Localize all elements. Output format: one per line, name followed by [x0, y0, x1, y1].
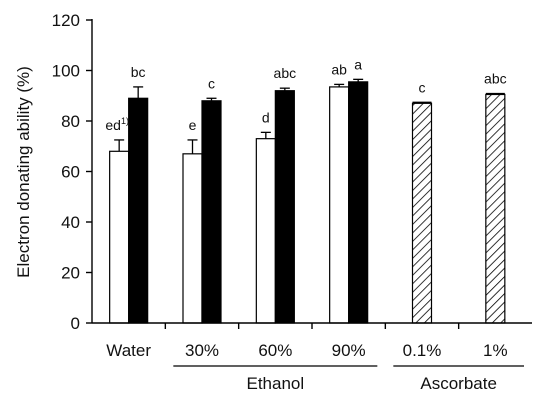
- x-tick-label: 0.1%: [403, 341, 442, 360]
- y-tick-label: 120: [52, 11, 80, 30]
- y-tick-label: 60: [61, 163, 80, 182]
- group-bracket-label: Ascorbate: [420, 374, 497, 393]
- x-tick-label: 90%: [332, 341, 366, 360]
- x-tick-label: 60%: [258, 341, 292, 360]
- y-tick-label: 100: [52, 62, 80, 81]
- bar-black: [128, 97, 149, 324]
- bar-black: [348, 81, 369, 324]
- x-tick-label: 30%: [185, 341, 219, 360]
- y-axis-label: Electron donating ability (%): [14, 66, 33, 278]
- bar-white: [182, 153, 203, 324]
- y-axis: 0 20 40 60 80 100 120: [52, 11, 93, 333]
- bar-white: [255, 138, 276, 324]
- bar-hatched: [411, 102, 433, 324]
- bar-black: [274, 90, 295, 324]
- group-bracket-label: Ethanol: [246, 374, 304, 393]
- bars: ed1) bc e c d abc ab a c abc: [105, 56, 507, 324]
- significance-footnote: 1): [121, 116, 129, 126]
- significance-label: a: [354, 56, 362, 72]
- significance-label: ab: [331, 61, 347, 77]
- x-axis: Water 30% 60% 90% 0.1% 1% Ethanol Ascorbate: [92, 322, 532, 393]
- significance-label: e: [189, 117, 197, 133]
- significance-label: c: [208, 75, 215, 91]
- y-tick-label: 20: [61, 264, 80, 283]
- significance-label: bc: [131, 64, 146, 80]
- bar-white: [109, 150, 130, 324]
- significance-label: abc: [484, 70, 507, 86]
- x-tick-label: 1%: [483, 341, 508, 360]
- y-tick-label: 0: [71, 314, 80, 333]
- bar-hatched: [485, 93, 506, 324]
- bar-black: [201, 100, 222, 324]
- significance-label: c: [419, 79, 426, 95]
- significance-label: d: [262, 109, 270, 125]
- y-tick-label: 80: [61, 112, 80, 131]
- x-tick-label: Water: [106, 341, 151, 360]
- significance-label: abc: [274, 65, 297, 81]
- bar-white: [329, 86, 350, 324]
- y-tick-label: 40: [61, 213, 80, 232]
- significance-label: ed1): [105, 116, 129, 133]
